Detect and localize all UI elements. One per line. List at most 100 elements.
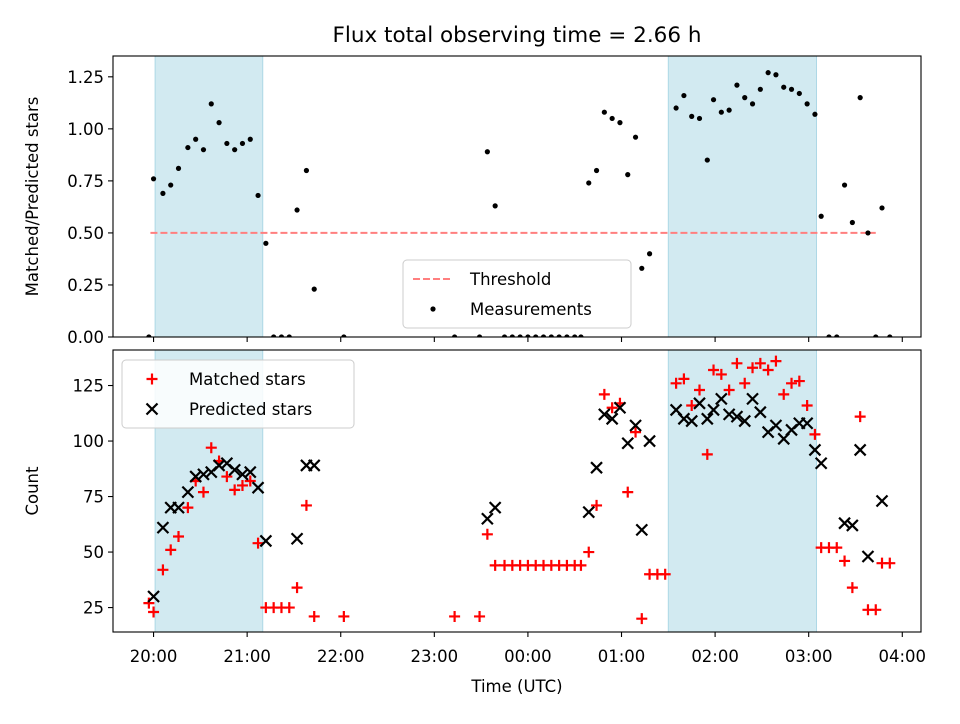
measurement-point [742,95,748,101]
y-tick-label: 0.00 [67,328,104,347]
measurement-point [646,251,653,257]
matched-marker [182,502,194,514]
matched-marker [173,531,185,543]
legend-box [402,259,632,329]
series-0 [143,355,896,625]
measurement-point [681,92,687,99]
y-axis-label: Count [23,466,42,516]
x-tick-label: 02:00 [691,647,739,666]
matched-marker [143,597,155,609]
matched-marker [884,557,896,569]
legend-predicted-swatch [145,402,159,416]
measurement-point [617,120,623,126]
y-tick-label: 25 [83,599,104,618]
predicted-marker [181,485,195,499]
measurement-point [224,140,230,147]
predicted-marker [754,405,767,419]
series-1 [147,392,889,603]
measurement-point [849,219,855,226]
matched-marker [739,377,751,389]
predicted-marker [643,434,656,448]
x-tick-label: 22:00 [317,647,365,666]
matched-marker [686,400,698,412]
predicted-marker [147,590,160,603]
measurement-point [525,334,531,337]
matched-marker [630,426,642,438]
matched-marker [762,364,774,376]
matched-marker [678,373,690,385]
y-tick-label: 125 [73,377,105,396]
predicted-marker [838,516,851,530]
y-tick-label: 75 [83,488,104,507]
shaded-interval-1 [154,55,264,338]
measurement-point [804,101,810,107]
predicted-marker [715,392,728,406]
predicted-marker [243,465,257,479]
measurement-point [757,86,763,92]
y-axis-label: Matched/Predicted stars [23,97,42,297]
measurement-point [341,334,347,337]
measurement-point [704,157,710,163]
predicted-marker [846,519,859,532]
matched-marker [846,582,858,594]
legend-box [121,359,355,429]
measurement-point [873,334,879,337]
series-0 [146,70,893,337]
matched-marker [197,486,209,498]
axes-frame [112,349,922,633]
predicted-marker [228,463,241,477]
predicted-marker [156,521,170,534]
measurement-point [734,82,740,88]
chart-title: Flux total observing time = 2.66 h [333,23,702,48]
matched-marker [754,357,766,369]
top-panel: 0.00 0.25 0.50 0.75 1.00 1.25 Matched/Predicte… [23,55,922,347]
matched-marker [870,604,882,616]
measurement-point [773,72,779,78]
matched-marker [148,606,160,618]
matched-marker [244,475,256,487]
matched-marker [708,364,720,376]
matched-marker [747,362,759,374]
measurement-point [271,334,277,337]
measurement-point [278,334,285,337]
matched-marker [300,499,312,511]
measurement-point [263,240,269,246]
matched-marker [229,484,241,496]
measurement-point [812,111,818,117]
matched-marker [715,368,727,380]
predicted-marker [707,403,720,417]
matched-marker [854,411,866,423]
matched-marker [291,582,303,594]
matched-marker [221,471,233,483]
measurement-point [533,334,539,337]
predicted-marker [814,456,828,470]
measurement-point [841,182,848,188]
measurement-point [492,203,498,209]
matched-marker [575,559,587,571]
predicted-marker [290,532,304,546]
measurement-point [175,165,182,171]
matched-marker [793,375,805,387]
predicted-marker [189,470,202,483]
measurement-point [239,140,246,147]
predicted-marker [307,459,321,472]
y-tick-label: 0.75 [67,172,104,191]
measurement-point [593,167,600,174]
measurement-point [185,144,191,151]
measurement-point [517,334,523,337]
measurement-point [834,334,840,337]
measurement-point [578,334,584,337]
plot-area [146,70,893,337]
measurement-point [255,192,261,199]
matched-marker [778,388,790,400]
measurement-point [509,334,515,337]
matched-marker [622,486,634,498]
matched-marker [283,602,295,614]
measurement-point [484,149,490,155]
legend-measurement-swatch [430,306,436,312]
measurement-point [452,334,458,337]
measurement-point [501,334,508,337]
measurement-point [887,334,893,337]
x-tick-label: 03:00 [785,647,833,666]
measurement-point [781,84,787,90]
